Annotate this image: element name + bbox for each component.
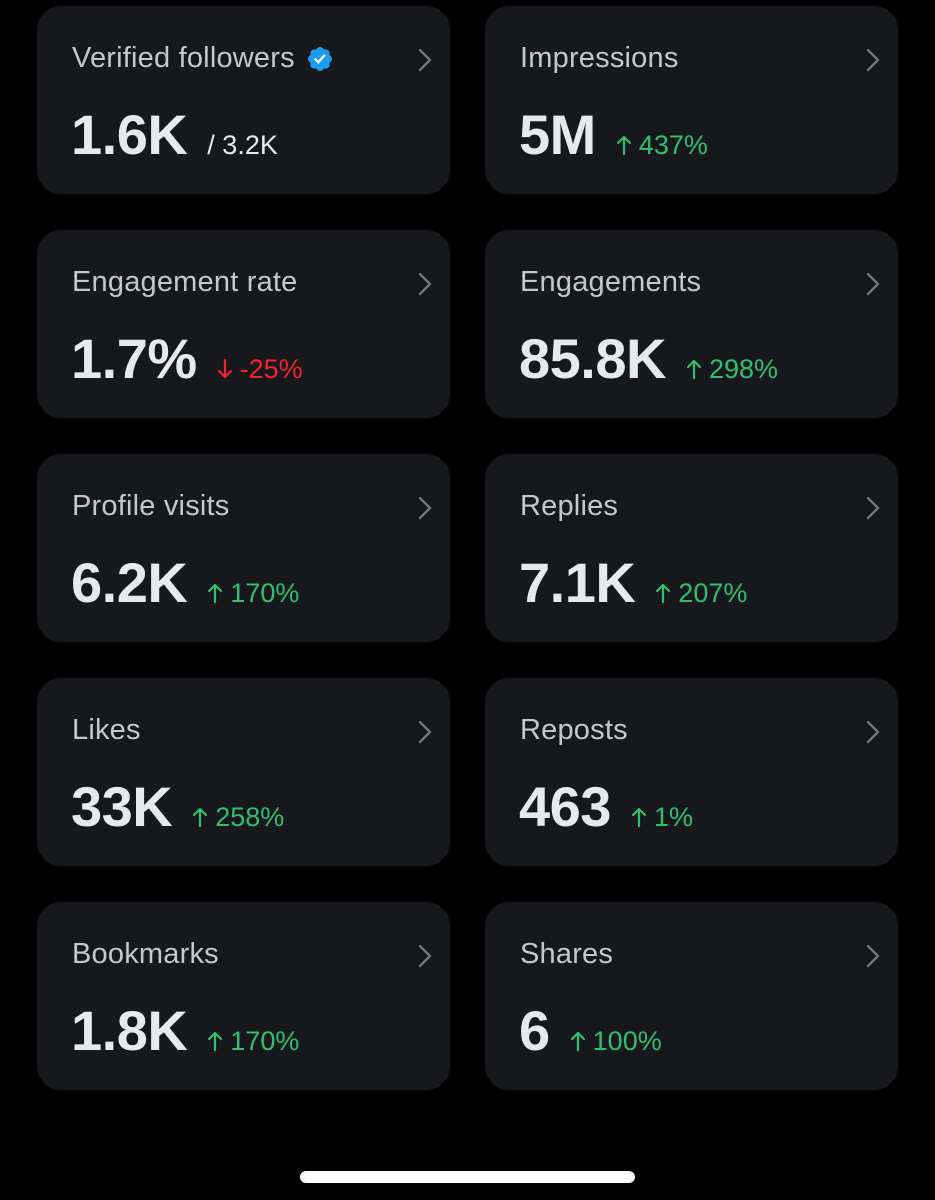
- metric-value-row: 463 1%: [519, 774, 693, 839]
- metric-card-shares[interactable]: Shares 6 100%: [485, 902, 898, 1090]
- metric-value: 5M: [519, 103, 596, 166]
- arrow-up-icon: [208, 1031, 223, 1052]
- metric-change-value: 1%: [653, 802, 693, 832]
- metrics-grid: Verified followers 1.6K / 3.2K Impressio…: [37, 6, 898, 1090]
- metric-value-row: 5M 437%: [519, 102, 708, 167]
- chevron-right-icon: [418, 496, 432, 520]
- metric-change-value: 258%: [215, 802, 285, 832]
- metric-card-replies[interactable]: Replies 7.1K 207%: [485, 454, 898, 642]
- chevron-right-icon: [866, 496, 880, 520]
- arrow-up-icon: [208, 583, 223, 604]
- chevron-right-icon: [866, 720, 880, 744]
- metric-change-value: 437%: [638, 130, 708, 160]
- metric-value-row: 1.7% -25%: [71, 326, 303, 391]
- metric-value: 1.7%: [71, 327, 197, 390]
- metric-value: 463: [519, 775, 611, 838]
- metric-title: Reposts: [520, 714, 628, 746]
- arrow-up-icon: [616, 135, 631, 156]
- metric-change: 258%: [192, 802, 284, 833]
- metric-title: Shares: [520, 938, 614, 970]
- metric-value: 33K: [71, 775, 173, 838]
- chevron-right-icon: [866, 272, 880, 296]
- arrow-down-icon: [217, 358, 232, 379]
- metric-change: 100%: [570, 1026, 662, 1057]
- metric-change-value: 170%: [230, 1026, 300, 1056]
- metric-value: 85.8K: [519, 327, 666, 390]
- metric-title: Bookmarks: [72, 938, 219, 970]
- arrow-up-icon: [686, 359, 702, 380]
- arrow-up-icon: [631, 807, 647, 828]
- metric-title: Engagement rate: [72, 266, 298, 298]
- metric-change-value: 170%: [230, 578, 300, 608]
- metric-change: 437%: [616, 130, 708, 161]
- chevron-right-icon: [866, 48, 880, 72]
- metric-change-value: 207%: [678, 578, 748, 608]
- metric-value-row: 1.6K / 3.2K: [71, 102, 278, 167]
- metric-change: 207%: [655, 578, 747, 609]
- metric-value-row: 6 100%: [519, 998, 662, 1063]
- metric-value-row: 1.8K 170%: [71, 998, 299, 1063]
- metric-title: Profile visits: [72, 490, 230, 522]
- metric-change: 170%: [207, 1026, 299, 1057]
- arrow-up-icon: [193, 807, 208, 828]
- metric-change-value: -25%: [239, 354, 303, 384]
- metric-change: -25%: [217, 354, 303, 385]
- metric-title: Likes: [72, 714, 141, 746]
- metric-card-engagement-rate[interactable]: Engagement rate 1.7% -25%: [37, 230, 450, 418]
- metric-card-verified-followers[interactable]: Verified followers 1.6K / 3.2K: [37, 6, 450, 194]
- metric-change: 170%: [207, 578, 299, 609]
- home-indicator[interactable]: [300, 1171, 635, 1183]
- metric-card-likes[interactable]: Likes 33K 258%: [37, 678, 450, 866]
- metric-value: 1.6K: [71, 103, 188, 166]
- verified-badge-icon: [307, 46, 332, 71]
- metric-card-reposts[interactable]: Reposts 463 1%: [485, 678, 898, 866]
- metric-value-row: 85.8K 298%: [519, 326, 778, 391]
- metric-value-row: 6.2K 170%: [71, 550, 299, 615]
- metric-value-row: 33K 258%: [71, 774, 284, 839]
- metric-value: 6: [519, 999, 550, 1062]
- metric-title-row: Verified followers: [72, 42, 334, 75]
- metric-value: 6.2K: [71, 551, 188, 614]
- metric-value: 7.1K: [519, 551, 636, 614]
- chevron-right-icon: [418, 944, 432, 968]
- metric-change-value: 100%: [592, 1026, 662, 1056]
- chevron-right-icon: [866, 944, 880, 968]
- chevron-right-icon: [418, 48, 432, 72]
- metric-change: 1%: [631, 802, 693, 833]
- metric-change: 298%: [686, 354, 778, 385]
- metric-title: Verified followers: [72, 42, 295, 74]
- metric-card-engagements[interactable]: Engagements 85.8K 298%: [485, 230, 898, 418]
- arrow-up-icon: [656, 583, 671, 604]
- metric-title: Replies: [520, 490, 619, 522]
- chevron-right-icon: [418, 272, 432, 296]
- chevron-right-icon: [418, 720, 432, 744]
- metric-card-bookmarks[interactable]: Bookmarks 1.8K 170%: [37, 902, 450, 1090]
- metric-value: 1.8K: [71, 999, 188, 1062]
- metric-total: / 3.2K: [207, 130, 278, 160]
- metric-card-profile-visits[interactable]: Profile visits 6.2K 170%: [37, 454, 450, 642]
- metric-card-impressions[interactable]: Impressions 5M 437%: [485, 6, 898, 194]
- arrow-up-icon: [570, 1031, 585, 1052]
- metric-title: Engagements: [520, 266, 702, 298]
- metric-value-row: 7.1K 207%: [519, 550, 747, 615]
- metric-change-value: 298%: [708, 354, 778, 384]
- metric-title: Impressions: [520, 42, 679, 74]
